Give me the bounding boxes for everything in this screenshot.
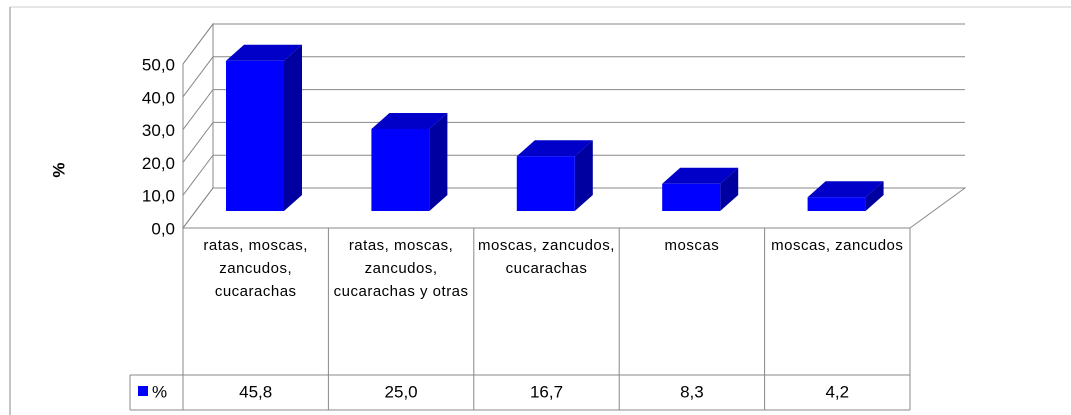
bar-top [662, 167, 739, 184]
bar-side [429, 113, 448, 211]
bar-side [284, 44, 302, 211]
bar-top [226, 44, 302, 61]
bar [662, 183, 721, 211]
bar-side [574, 140, 593, 211]
bar-top [371, 113, 448, 129]
y-tick-label: 30,0 [142, 121, 175, 140]
y-tick-label: 40,0 [142, 88, 175, 107]
grid-line [182, 89, 965, 130]
value-label: 4,2 [825, 382, 849, 401]
y-tick-label: 50,0 [142, 55, 175, 74]
x-tick-label: moscas, zancudos [771, 237, 904, 254]
bar-side [865, 181, 884, 211]
value-label: 25,0 [385, 382, 418, 401]
x-tick-label: moscas [664, 237, 720, 254]
x-tick-label: ratas, moscas, zancudos, cucarachas [203, 237, 308, 300]
x-tick-label: moscas, zancudos, cucarachas [478, 237, 615, 277]
grid-line [182, 56, 965, 98]
bar-top [516, 140, 593, 157]
legend-label: % [152, 382, 167, 401]
category-cell: moscas, zancudos, cucarachas [478, 237, 615, 277]
category-cell: ratas, moscas, zancudos, cucarachas y ot… [333, 237, 469, 300]
y-axis-label: % [49, 162, 68, 177]
x-tick-label: ratas, moscas, zancudos, cucarachas y ot… [333, 237, 469, 300]
category-cell: moscas, zancudos [771, 237, 904, 254]
value-label: 16,7 [530, 382, 563, 401]
y-tick-label: 0,0 [151, 219, 175, 238]
value-label: 8,3 [680, 382, 704, 401]
bar-side [720, 167, 739, 211]
category-cell: ratas, moscas, zancudos, cucarachas [203, 237, 308, 300]
legend-swatch [138, 386, 148, 396]
bar-top [807, 181, 884, 198]
grid-line [182, 154, 965, 196]
y-tick-label: 20,0 [142, 154, 175, 173]
value-label: 45,8 [239, 382, 272, 401]
bar [807, 197, 866, 211]
grid-line [182, 121, 965, 163]
y-tick-label: 10,0 [142, 187, 175, 206]
bar [371, 129, 430, 211]
category-cell: moscas [664, 237, 720, 254]
grid-line [182, 23, 965, 65]
bar [226, 60, 284, 211]
bar [516, 156, 575, 211]
